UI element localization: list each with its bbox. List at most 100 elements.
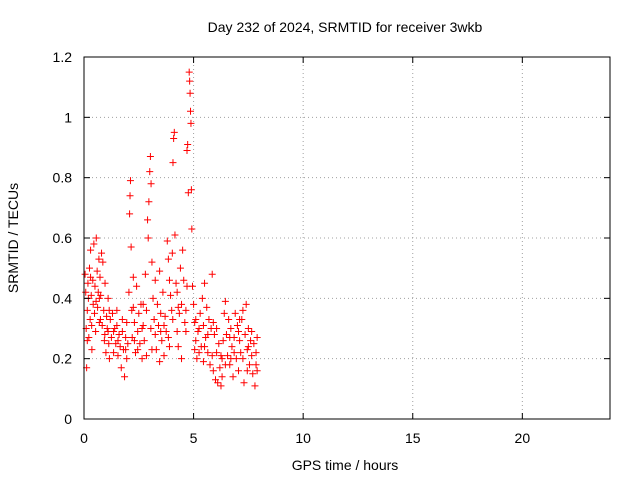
data-point bbox=[209, 367, 217, 375]
data-point bbox=[198, 294, 206, 302]
data-point bbox=[184, 140, 192, 148]
data-point bbox=[201, 279, 209, 287]
data-point bbox=[174, 343, 182, 351]
data-point bbox=[98, 321, 106, 329]
data-point bbox=[150, 315, 158, 323]
data-point bbox=[247, 337, 255, 345]
data-point bbox=[139, 300, 147, 308]
data-point bbox=[229, 373, 237, 381]
data-point bbox=[175, 309, 183, 317]
data-point bbox=[130, 318, 138, 326]
data-point bbox=[213, 349, 221, 357]
y-tick-labels: 0 0.2 0.4 0.6 0.8 1 1.2 bbox=[53, 49, 73, 427]
data-point bbox=[228, 343, 236, 351]
data-point bbox=[126, 192, 134, 200]
data-point bbox=[135, 309, 143, 317]
data-point bbox=[235, 367, 243, 375]
data-point bbox=[128, 306, 136, 314]
data-point bbox=[95, 318, 103, 326]
data-point bbox=[97, 291, 105, 299]
data-point bbox=[126, 177, 134, 185]
data-point bbox=[101, 331, 109, 339]
axis-ticks bbox=[83, 56, 610, 420]
data-point bbox=[92, 234, 100, 242]
data-point bbox=[103, 325, 111, 332]
data-point bbox=[248, 352, 256, 360]
data-point bbox=[113, 306, 121, 314]
data-point bbox=[169, 315, 177, 323]
data-point bbox=[163, 237, 171, 245]
data-point bbox=[125, 288, 133, 296]
data-point bbox=[160, 352, 168, 360]
data-point bbox=[94, 303, 102, 311]
data-point bbox=[101, 279, 109, 287]
data-point bbox=[178, 300, 186, 308]
data-point bbox=[103, 312, 111, 320]
data-point bbox=[230, 349, 238, 357]
data-point bbox=[250, 340, 258, 348]
data-point bbox=[138, 325, 146, 332]
data-point bbox=[158, 337, 166, 345]
data-point bbox=[243, 367, 251, 375]
data-point bbox=[195, 349, 203, 357]
data-point bbox=[142, 352, 150, 360]
data-point bbox=[100, 337, 108, 345]
data-point bbox=[165, 343, 173, 351]
data-point bbox=[145, 198, 153, 206]
data-point bbox=[148, 258, 156, 266]
data-point bbox=[239, 306, 247, 314]
data-point bbox=[220, 309, 228, 317]
data-point bbox=[201, 343, 209, 351]
data-point bbox=[126, 210, 134, 218]
data-point bbox=[209, 318, 217, 326]
data-point bbox=[173, 288, 181, 296]
data-point bbox=[98, 249, 106, 257]
data-point bbox=[105, 355, 113, 363]
y-tick-label: 0.2 bbox=[53, 351, 73, 367]
data-point bbox=[106, 315, 114, 323]
data-point bbox=[115, 331, 123, 339]
data-point bbox=[196, 309, 204, 317]
grid-lines bbox=[84, 57, 610, 419]
data-point bbox=[191, 318, 199, 326]
data-point bbox=[188, 225, 196, 233]
data-point bbox=[157, 328, 165, 336]
data-point bbox=[105, 340, 113, 348]
data-point bbox=[123, 355, 131, 363]
data-point bbox=[194, 328, 202, 336]
data-point bbox=[84, 279, 92, 287]
data-point bbox=[244, 325, 252, 332]
data-point bbox=[190, 300, 198, 308]
data-point bbox=[252, 361, 260, 369]
data-point bbox=[179, 246, 187, 254]
data-point bbox=[187, 107, 195, 115]
data-point bbox=[99, 258, 107, 266]
data-point bbox=[215, 340, 223, 348]
x-tick-labels: 0 5 10 15 20 bbox=[80, 430, 530, 446]
data-point bbox=[218, 355, 226, 363]
data-point bbox=[93, 267, 101, 275]
data-point bbox=[253, 334, 261, 342]
data-point bbox=[138, 355, 146, 363]
data-point bbox=[182, 328, 190, 336]
data-point bbox=[85, 264, 93, 272]
data-point bbox=[195, 325, 203, 332]
data-point bbox=[214, 379, 222, 387]
data-point bbox=[244, 343, 252, 351]
data-point bbox=[90, 240, 98, 248]
y-tick-label: 0.6 bbox=[53, 230, 73, 246]
chart-title: Day 232 of 2024, SRMTID for receiver 3wk… bbox=[208, 19, 483, 35]
data-point bbox=[156, 358, 164, 366]
data-point bbox=[114, 337, 122, 345]
data-point bbox=[117, 364, 125, 372]
data-point bbox=[123, 318, 131, 326]
data-point bbox=[83, 306, 91, 314]
data-point bbox=[124, 340, 132, 348]
data-point bbox=[226, 334, 234, 342]
data-point bbox=[96, 315, 104, 323]
data-point bbox=[224, 352, 232, 360]
y-tick-label: 0.4 bbox=[53, 290, 73, 306]
data-point bbox=[231, 309, 239, 317]
data-point bbox=[205, 315, 213, 323]
data-point bbox=[245, 361, 253, 369]
